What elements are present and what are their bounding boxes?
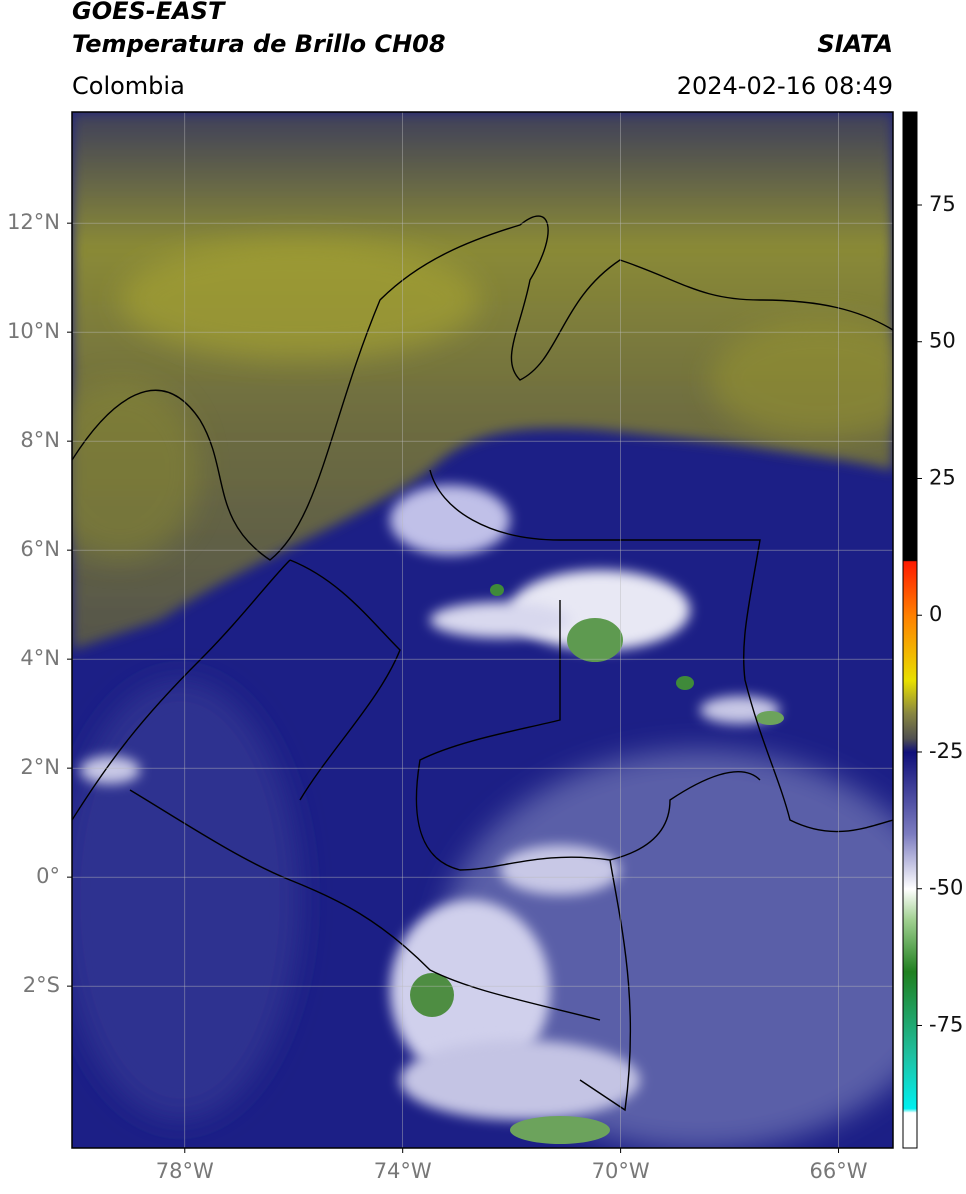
y-tick-label: 6°N [20, 537, 60, 561]
colorbar-tick-label: 0 [929, 602, 942, 626]
x-tick-label: 74°W [374, 1159, 432, 1183]
datetime: 2024-02-16 08:49 [677, 72, 893, 100]
colorbar [902, 111, 918, 1149]
x-tick-label: 78°W [156, 1159, 214, 1183]
y-tick-label: 12°N [7, 210, 60, 234]
map-frame [71, 111, 894, 1149]
colorbar-tick-label: 75 [929, 192, 956, 216]
colorbar-tick-label: -75 [929, 1012, 963, 1036]
y-tick-label: 10°N [7, 319, 60, 343]
region: Colombia [72, 72, 185, 100]
colorbar-tick-label: 50 [929, 329, 956, 353]
y-tick-label: 0° [36, 864, 60, 888]
y-tick-label: 2°S [23, 973, 60, 997]
source: SIATA [817, 30, 893, 58]
grid [72, 112, 893, 1148]
colorbar-tick-label: -50 [929, 876, 963, 900]
y-tick-label: 4°N [20, 646, 60, 670]
y-tick-label: 2°N [20, 755, 60, 779]
colorbar-tick-label: 25 [929, 465, 956, 489]
x-tick-label: 70°W [592, 1159, 650, 1183]
y-tick-label: 8°N [20, 428, 60, 452]
colorbar-tick-label: -25 [929, 739, 963, 763]
satellite-image [72, 112, 893, 1148]
x-tick-label: 66°W [810, 1159, 868, 1183]
title-line-2: Temperatura de Brillo CH08 [72, 30, 446, 58]
title-line-1: GOES-EAST [72, 0, 226, 25]
